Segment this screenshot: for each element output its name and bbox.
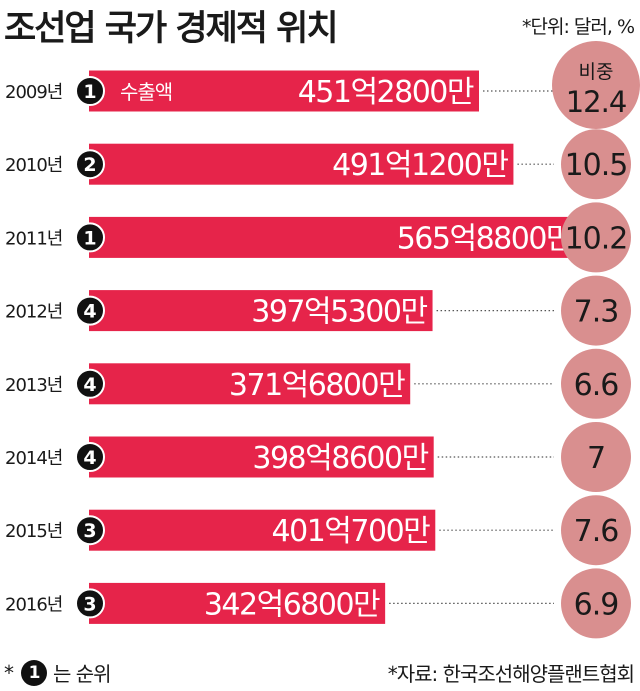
share-bubble [561, 495, 631, 566]
share-bubble [561, 422, 631, 492]
share-value: 6.9 [574, 587, 619, 622]
rank-badge [75, 442, 105, 472]
rank-number: 1 [83, 81, 96, 103]
value-label: 401억700만 [272, 514, 431, 549]
export-bar [89, 290, 433, 332]
year-label: 2014년 [5, 448, 62, 469]
value-label: 491억1200만 [332, 148, 508, 183]
year-label: 2013년 [5, 375, 62, 396]
rank-number: 3 [83, 520, 96, 542]
share-value: 12.4 [566, 85, 627, 119]
chart-title: 조선업 국가 경제적 위치 [4, 9, 339, 49]
share-bubble [561, 275, 631, 346]
share-value: 10.5 [565, 148, 628, 183]
rank-badge [75, 222, 105, 253]
rank-number: 2 [83, 154, 96, 176]
share-value: 10.2 [565, 221, 628, 256]
share-bubble [552, 41, 640, 129]
export-bar [89, 509, 436, 551]
export-bar [89, 363, 411, 405]
share-bubble [561, 129, 631, 200]
rank-badge [75, 149, 105, 180]
year-label: 2012년 [5, 302, 62, 323]
rank-number: 4 [83, 374, 96, 396]
share-bubble [561, 348, 631, 419]
share-value: 7 [587, 441, 605, 476]
value-label: 371억6800만 [229, 368, 405, 403]
share-value: 7.6 [574, 514, 619, 549]
rank-number: 1 [83, 227, 96, 249]
rank-sample-icon: 1 [21, 659, 47, 686]
share-bubble [561, 568, 631, 639]
rank-legend-text: 는 순위 [53, 662, 112, 686]
rank-number: 4 [83, 447, 96, 469]
value-label: 342억6800만 [204, 587, 380, 622]
export-legend-label: 수출액 [120, 80, 172, 104]
year-label: 2015년 [5, 521, 62, 542]
rank-badge [75, 295, 105, 326]
export-bar [89, 582, 386, 624]
value-label: 565억8800만 [397, 221, 573, 256]
value-label: 398억8600만 [252, 441, 428, 476]
year-label: 2009년 [5, 82, 62, 103]
year-label: 2016년 [5, 594, 62, 615]
rank-number: 3 [83, 593, 96, 615]
rank-legend: * 1 는 순위 [4, 658, 112, 687]
export-bar [89, 143, 514, 185]
rank-badge [75, 76, 105, 106]
year-label: 2011년 [5, 228, 62, 249]
rank-badge [75, 515, 105, 546]
value-label: 397억5300만 [251, 295, 427, 330]
share-value: 7.3 [574, 295, 619, 330]
share-legend-label: 비중 [579, 61, 614, 83]
export-bar [89, 70, 479, 112]
share-value: 6.6 [574, 368, 619, 403]
export-bar [89, 216, 579, 258]
rank-legend-prefix: * [4, 660, 14, 685]
unit-note: *단위: 달러, % [522, 16, 635, 38]
share-bubble [561, 202, 631, 273]
source-note: *자료: 한국조선해양플랜트협회 [387, 662, 635, 686]
export-bar [89, 436, 434, 478]
value-label: 451억2800만 [298, 75, 474, 110]
year-label: 2010년 [5, 155, 62, 176]
rank-badge [75, 368, 105, 399]
rank-number: 4 [83, 301, 96, 323]
rank-badge [75, 588, 105, 619]
